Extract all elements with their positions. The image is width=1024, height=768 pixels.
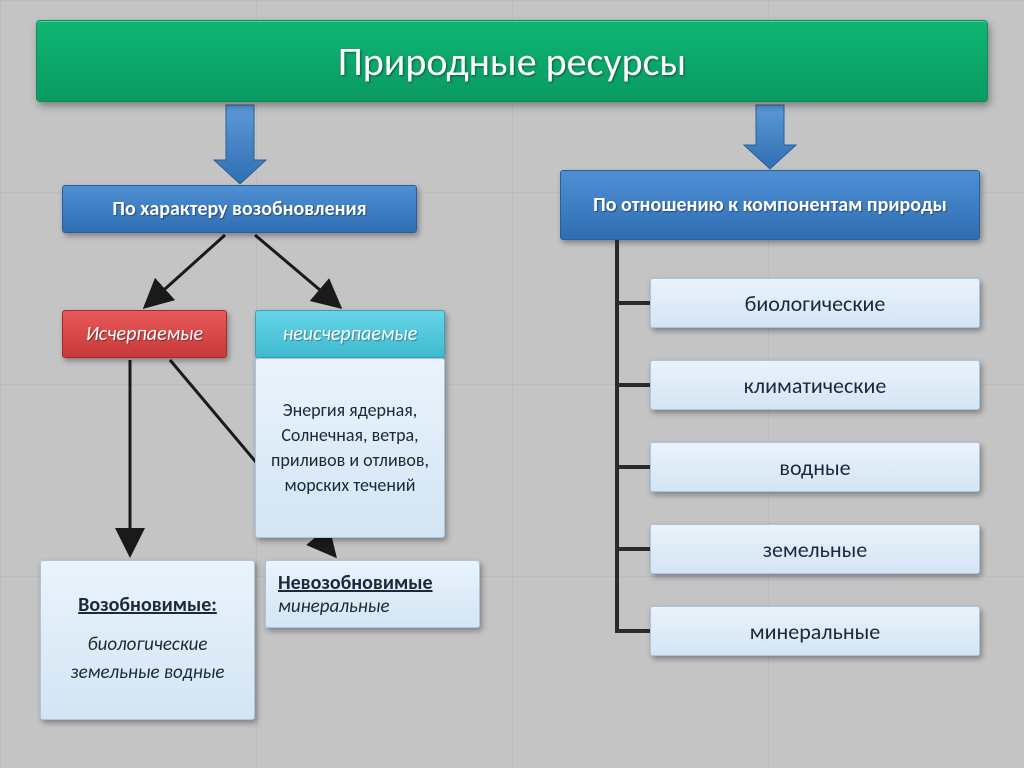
inexhaustible-detail-text: Энергия ядерная, Солнечная, ветра, прили… [268,398,432,499]
renewable-list: биологические земельные водные [53,631,242,686]
right-item-3-label: земельные [763,536,868,563]
category-renewal: По характеру возобновления [62,185,417,233]
category-renewal-label: По характеру возобновления [112,197,366,221]
right-stub-2 [615,465,650,469]
right-item-1-label: климатические [744,372,887,399]
inexhaustible-label: неисчерпаемые [283,322,418,346]
right-item-mineral: минеральные [650,606,980,656]
right-stub-4 [615,629,650,633]
right-item-water: водные [650,442,980,492]
category-nature-label: По отношению к компонентам природы [593,193,947,217]
nonrenewable-box: Невозобновимые минеральные [265,560,480,628]
exhaustible-box: Исчерпаемые [62,310,227,358]
arrow-title-to-right [744,105,796,169]
arrow-title-to-left [214,105,266,184]
renewable-box: Возобновимые: биологические земельные во… [40,560,255,720]
right-item-biological: биологические [650,278,980,328]
right-item-2-label: водные [779,454,850,481]
right-list-trunk [615,240,619,631]
right-item-4-label: минеральные [750,618,881,645]
category-nature-components: По отношению к компонентам природы [560,170,980,240]
right-stub-0 [615,301,650,305]
renewable-title: Возобновимые: [78,593,217,617]
right-item-land: земельные [650,524,980,574]
right-stub-3 [615,547,650,551]
nonrenewable-sub: минеральные [278,595,390,618]
inexhaustible-detail-box: Энергия ядерная, Солнечная, ветра, прили… [255,358,445,538]
arrow-to-exhaustible [145,235,225,307]
inexhaustible-box: неисчерпаемые [255,310,445,358]
nonrenewable-title: Невозобновимые [278,571,433,595]
title-text: Природные ресурсы [338,37,686,86]
right-item-0-label: биологические [745,290,886,317]
exhaustible-label: Исчерпаемые [86,322,203,346]
title-box: Природные ресурсы [36,20,988,102]
arrow-to-inexhaustible [255,235,340,307]
right-item-climatic: климатические [650,360,980,410]
right-stub-1 [615,383,650,387]
